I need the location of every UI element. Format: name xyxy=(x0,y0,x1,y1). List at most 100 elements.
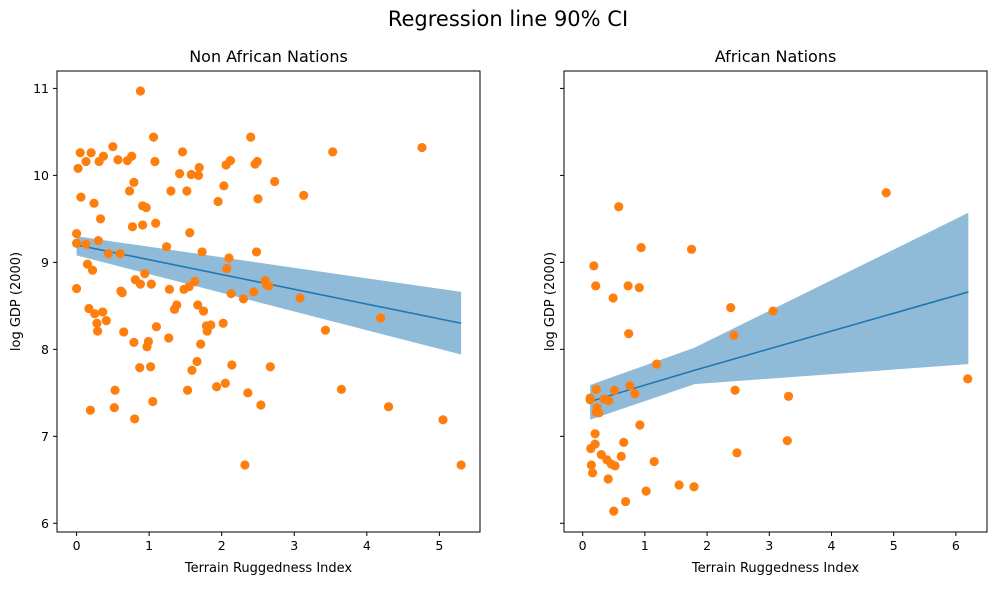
y-axis-label: log GDP (2000) xyxy=(9,252,24,351)
data-point xyxy=(110,385,120,395)
data-point xyxy=(225,155,236,166)
data-point xyxy=(146,362,156,372)
data-point xyxy=(141,202,151,213)
x-ticks: 0 1 2 3 4 5 6 xyxy=(579,532,960,553)
data-point xyxy=(641,486,651,496)
data-point xyxy=(98,151,109,161)
data-point xyxy=(81,239,91,249)
data-point xyxy=(726,302,736,313)
data-point xyxy=(652,359,662,369)
data-point xyxy=(249,287,259,297)
data-point xyxy=(190,276,200,287)
data-point xyxy=(166,186,176,196)
ci-band-layer xyxy=(76,236,462,355)
data-point xyxy=(197,247,207,257)
data-point xyxy=(135,363,145,373)
x-ticks: 0 1 2 3 4 5 xyxy=(73,532,443,553)
data-point xyxy=(117,288,127,298)
data-point xyxy=(164,333,174,343)
data-point xyxy=(192,356,202,367)
data-point xyxy=(881,188,891,198)
data-point xyxy=(81,156,91,167)
data-point xyxy=(89,198,99,208)
data-point xyxy=(146,279,156,289)
data-point xyxy=(674,480,684,490)
data-point xyxy=(608,293,618,303)
data-point xyxy=(85,405,95,415)
data-point xyxy=(438,415,448,425)
data-point xyxy=(609,506,619,516)
data-point xyxy=(252,156,262,167)
y-tick-label: 10 xyxy=(33,168,49,183)
data-point xyxy=(90,309,100,319)
data-point xyxy=(186,169,196,180)
ci-band xyxy=(590,212,969,420)
data-point xyxy=(299,190,309,200)
data-point xyxy=(589,261,599,271)
y-ticks xyxy=(560,87,564,524)
x-tick-label: 5 xyxy=(890,538,898,553)
ci-band-layer xyxy=(590,212,969,420)
data-point xyxy=(212,382,222,392)
x-tick-label: 2 xyxy=(703,538,711,553)
data-point xyxy=(591,281,601,291)
data-point xyxy=(417,142,427,153)
x-tick-label: 1 xyxy=(641,538,649,553)
data-point xyxy=(265,362,275,372)
data-point xyxy=(127,222,138,232)
data-point xyxy=(206,320,216,330)
data-point xyxy=(151,322,161,332)
y-tick-label: 7 xyxy=(41,429,49,444)
data-point xyxy=(220,378,230,388)
data-point xyxy=(590,439,600,449)
data-point xyxy=(594,408,604,418)
data-point xyxy=(103,249,114,259)
y-tick-label: 9 xyxy=(41,255,49,270)
data-point xyxy=(264,281,274,291)
data-point xyxy=(119,327,129,337)
data-point xyxy=(115,249,125,259)
data-point xyxy=(732,448,742,458)
data-point xyxy=(164,284,175,294)
data-point xyxy=(129,337,139,347)
data-point xyxy=(376,313,386,323)
data-point xyxy=(246,132,256,142)
axes-frame xyxy=(56,70,481,533)
data-point xyxy=(603,474,613,484)
regression-line-layer xyxy=(589,291,969,403)
data-point xyxy=(148,132,159,142)
x-tick-label: 4 xyxy=(828,538,836,553)
data-point xyxy=(193,170,204,180)
data-point xyxy=(175,169,185,179)
data-point xyxy=(124,186,135,196)
data-point xyxy=(782,436,792,446)
panel-title: African Nations xyxy=(715,47,837,66)
data-point xyxy=(635,420,645,430)
data-point xyxy=(222,263,232,274)
data-point xyxy=(218,318,228,328)
x-tick-label: 6 xyxy=(952,538,960,553)
data-point xyxy=(71,283,82,294)
y-ticks: 6 7 8 9 10 11 xyxy=(33,81,57,531)
data-point xyxy=(193,300,203,310)
data-point xyxy=(590,429,600,439)
data-point xyxy=(616,451,626,461)
data-point xyxy=(95,214,106,224)
data-point xyxy=(183,385,193,395)
data-point xyxy=(240,460,250,470)
y-tick-label: 11 xyxy=(33,81,49,96)
data-point xyxy=(76,192,86,202)
data-point xyxy=(135,279,146,289)
figure-title: Regression line 90% CI xyxy=(388,7,628,31)
x-axis-label: Terrain Ruggedness Index xyxy=(184,561,353,576)
data-point xyxy=(585,395,595,405)
data-point xyxy=(624,329,634,339)
data-point xyxy=(148,396,158,407)
data-point xyxy=(101,316,111,326)
data-point xyxy=(93,236,103,246)
data-point xyxy=(251,247,262,257)
data-point xyxy=(253,194,263,204)
data-point xyxy=(71,229,82,239)
x-tick-label: 1 xyxy=(145,538,153,553)
data-point xyxy=(270,176,280,187)
